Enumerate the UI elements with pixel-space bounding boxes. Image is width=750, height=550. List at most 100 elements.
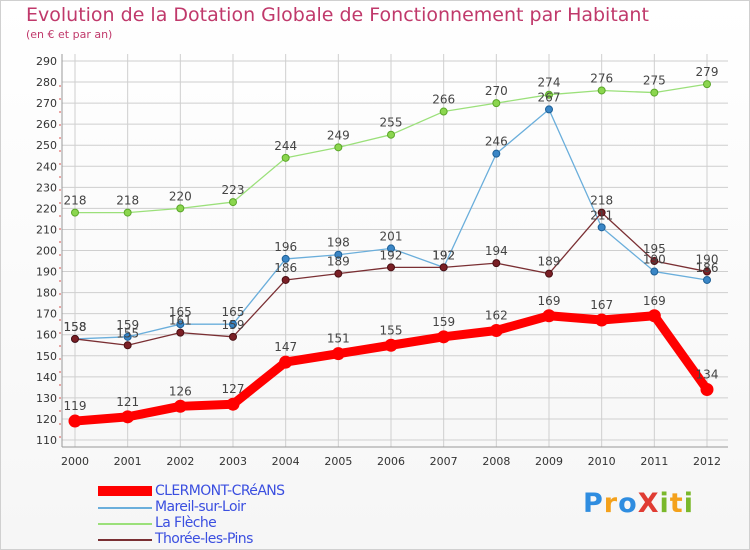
data-point xyxy=(439,107,448,116)
data-point xyxy=(123,341,132,350)
logo-letter: r xyxy=(603,488,619,519)
y-tick-label: 200 xyxy=(36,245,57,258)
data-point xyxy=(492,259,501,268)
data-point xyxy=(545,105,553,114)
data-label: 159 xyxy=(432,315,455,329)
y-tick-label: 210 xyxy=(36,223,57,236)
x-tick-label: 2007 xyxy=(430,455,458,468)
data-point xyxy=(331,347,345,361)
data-point xyxy=(703,267,711,276)
y-tick-label: 250 xyxy=(36,139,57,152)
data-point xyxy=(229,198,237,207)
y-tick-label: 290 xyxy=(36,55,57,68)
data-label: 276 xyxy=(590,71,613,85)
x-tick-label: 2005 xyxy=(324,455,352,468)
y-tick-label: 190 xyxy=(36,266,57,279)
legend-label-clermont: CLERMONT-CRéANS xyxy=(155,483,285,499)
logo-letter: X xyxy=(637,488,660,519)
data-point xyxy=(281,153,290,162)
data-label: 249 xyxy=(327,128,350,142)
x-tick-label: 2009 xyxy=(535,455,563,468)
legend-item-la-fleche[interactable]: La Flèche xyxy=(98,515,328,533)
data-label: 246 xyxy=(485,135,508,149)
data-label: 134 xyxy=(696,367,719,381)
legend-item-clermont[interactable]: CLERMONT-CRéANS xyxy=(98,483,328,501)
data-point xyxy=(71,208,79,217)
data-label: 165 xyxy=(222,305,245,319)
data-point xyxy=(700,382,714,396)
data-label: 126 xyxy=(169,384,192,398)
data-point xyxy=(176,320,185,329)
data-label: 218 xyxy=(116,194,139,208)
x-tick-label: 2002 xyxy=(166,455,194,468)
data-point xyxy=(334,250,343,259)
data-point xyxy=(176,204,185,213)
y-tick-label: 260 xyxy=(36,118,57,131)
y-tick-label: 230 xyxy=(36,181,57,194)
data-point xyxy=(226,397,240,411)
x-tick-label: 2000 xyxy=(61,455,89,468)
data-point xyxy=(437,330,451,344)
data-label: 127 xyxy=(222,382,245,396)
y-tick-label: 220 xyxy=(36,202,57,215)
x-tick-label: 2001 xyxy=(114,455,142,468)
data-label: 218 xyxy=(590,194,613,208)
data-point xyxy=(229,332,237,341)
data-label: 266 xyxy=(432,93,455,107)
data-point xyxy=(595,313,609,327)
data-point xyxy=(71,334,79,343)
data-point xyxy=(279,355,293,369)
y-tick-label: 280 xyxy=(36,76,57,89)
y-tick-label: 110 xyxy=(36,434,57,447)
data-point xyxy=(281,275,290,284)
data-label: 119 xyxy=(64,399,87,413)
legend-swatch-clermont xyxy=(98,486,152,496)
data-label: 165 xyxy=(169,305,192,319)
legend-swatch-mareil xyxy=(98,507,152,509)
data-label: 155 xyxy=(116,326,139,340)
data-label: 161 xyxy=(169,314,192,328)
legend-label-la-fleche: La Flèche xyxy=(155,515,217,531)
data-point xyxy=(703,80,711,89)
data-label: 192 xyxy=(432,248,455,262)
legend-label-thoree: Thorée-les-Pins xyxy=(155,531,253,547)
data-label: 159 xyxy=(116,318,139,332)
data-point xyxy=(647,309,661,323)
x-tick-label: 2006 xyxy=(377,455,405,468)
data-point xyxy=(384,338,398,352)
data-point xyxy=(176,328,185,337)
data-point xyxy=(387,263,395,272)
data-label: 274 xyxy=(538,76,561,90)
legend: CLERMONT-CRéANS Mareil-sur-Loir La Flèch… xyxy=(98,483,328,549)
data-point xyxy=(387,130,395,139)
data-point xyxy=(650,88,659,97)
data-label: 158 xyxy=(64,320,87,334)
y-tick-label: 120 xyxy=(36,413,57,426)
y-tick-label: 160 xyxy=(36,329,57,342)
legend-item-mareil[interactable]: Mareil-sur-Loir xyxy=(98,499,328,517)
data-label: 121 xyxy=(116,395,139,409)
data-label: 159 xyxy=(222,318,245,332)
data-point xyxy=(121,410,135,424)
chart-subtitle: (en € et par an) xyxy=(26,28,113,41)
data-label: 167 xyxy=(590,298,613,312)
y-tick-label: 150 xyxy=(36,350,57,363)
logo-letter: o xyxy=(618,488,638,519)
legend-item-thoree[interactable]: Thorée-les-Pins xyxy=(98,531,328,549)
data-label: 279 xyxy=(696,65,719,79)
data-label: 255 xyxy=(380,116,403,130)
data-label: 270 xyxy=(485,84,508,98)
x-tick-label: 2010 xyxy=(588,455,616,468)
logo-letter: P xyxy=(583,488,604,519)
data-point xyxy=(545,269,553,278)
data-label: 190 xyxy=(696,253,719,267)
x-tick-label: 2012 xyxy=(693,455,721,468)
y-tick-label: 270 xyxy=(36,97,57,110)
data-label: 186 xyxy=(274,261,297,275)
data-point xyxy=(650,257,659,266)
proxiti-logo[interactable]: ProXiti xyxy=(583,488,694,519)
data-label: 169 xyxy=(538,294,561,308)
data-point xyxy=(597,86,606,95)
data-point xyxy=(173,399,187,413)
